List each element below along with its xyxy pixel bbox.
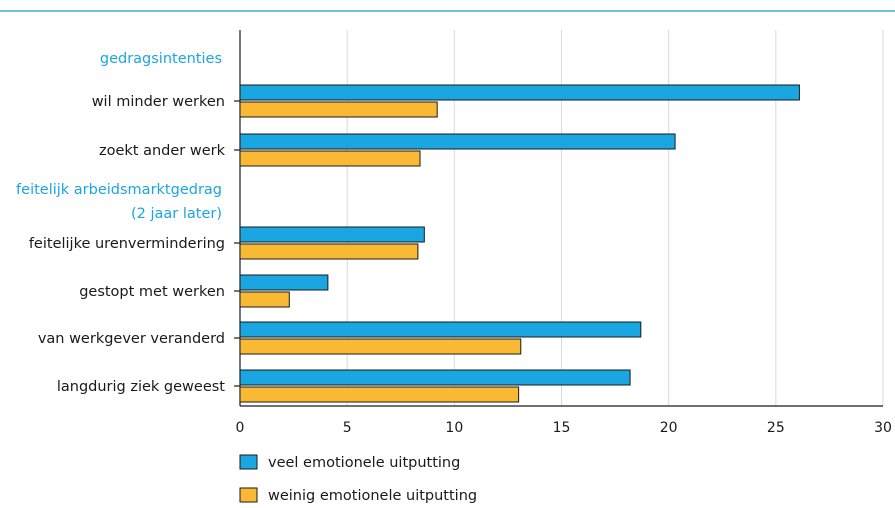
bar-weinig: [239, 291, 290, 308]
legend-swatch: [239, 487, 258, 503]
category-label: feitelijke urenvermindering: [29, 236, 225, 252]
x-tick-label: 20: [660, 420, 678, 436]
bar-weinig: [239, 101, 438, 118]
x-tick-label: 10: [445, 420, 463, 436]
x-tick-label: 25: [767, 420, 785, 436]
bar-weinig: [239, 150, 421, 167]
bar-veel: [239, 226, 425, 243]
bar-veel: [239, 321, 642, 338]
group-label-line2: (2 jaar later): [131, 206, 222, 222]
category-label: wil minder werken: [92, 94, 225, 110]
group-label: feitelijk arbeidsmarktgedrag: [16, 182, 222, 198]
bars: [239, 84, 800, 403]
bar-veel: [239, 133, 676, 150]
bar-veel: [239, 84, 800, 101]
bar-veel: [239, 274, 329, 291]
x-tick-label: 0: [236, 420, 245, 436]
legend-label: weinig emotionele uitputting: [268, 488, 477, 504]
bar-weinig: [239, 386, 520, 403]
legend-label: veel emotionele uitputting: [268, 455, 460, 471]
group-label: gedragsintenties: [100, 51, 222, 67]
category-label: gestopt met werken: [79, 284, 225, 300]
bar-weinig: [239, 243, 419, 260]
category-label: langdurig ziek geweest: [57, 379, 225, 395]
x-tick-label: 30: [874, 420, 892, 436]
bar-veel: [239, 369, 631, 386]
category-label: zoekt ander werk: [99, 143, 226, 159]
x-tick-label: 15: [553, 420, 571, 436]
legend: veel emotionele uitputting weinig emotion…: [239, 454, 477, 504]
category-label: van werkgever veranderd: [38, 331, 225, 347]
x-axis-ticks: 0 5 10 15 20 25 30: [236, 420, 892, 436]
category-labels: gedragsintenties feitelijk arbeidsmarktge…: [16, 51, 240, 395]
x-tick-label: 5: [343, 420, 352, 436]
bar-weinig: [239, 338, 522, 355]
legend-swatch: [239, 454, 258, 470]
